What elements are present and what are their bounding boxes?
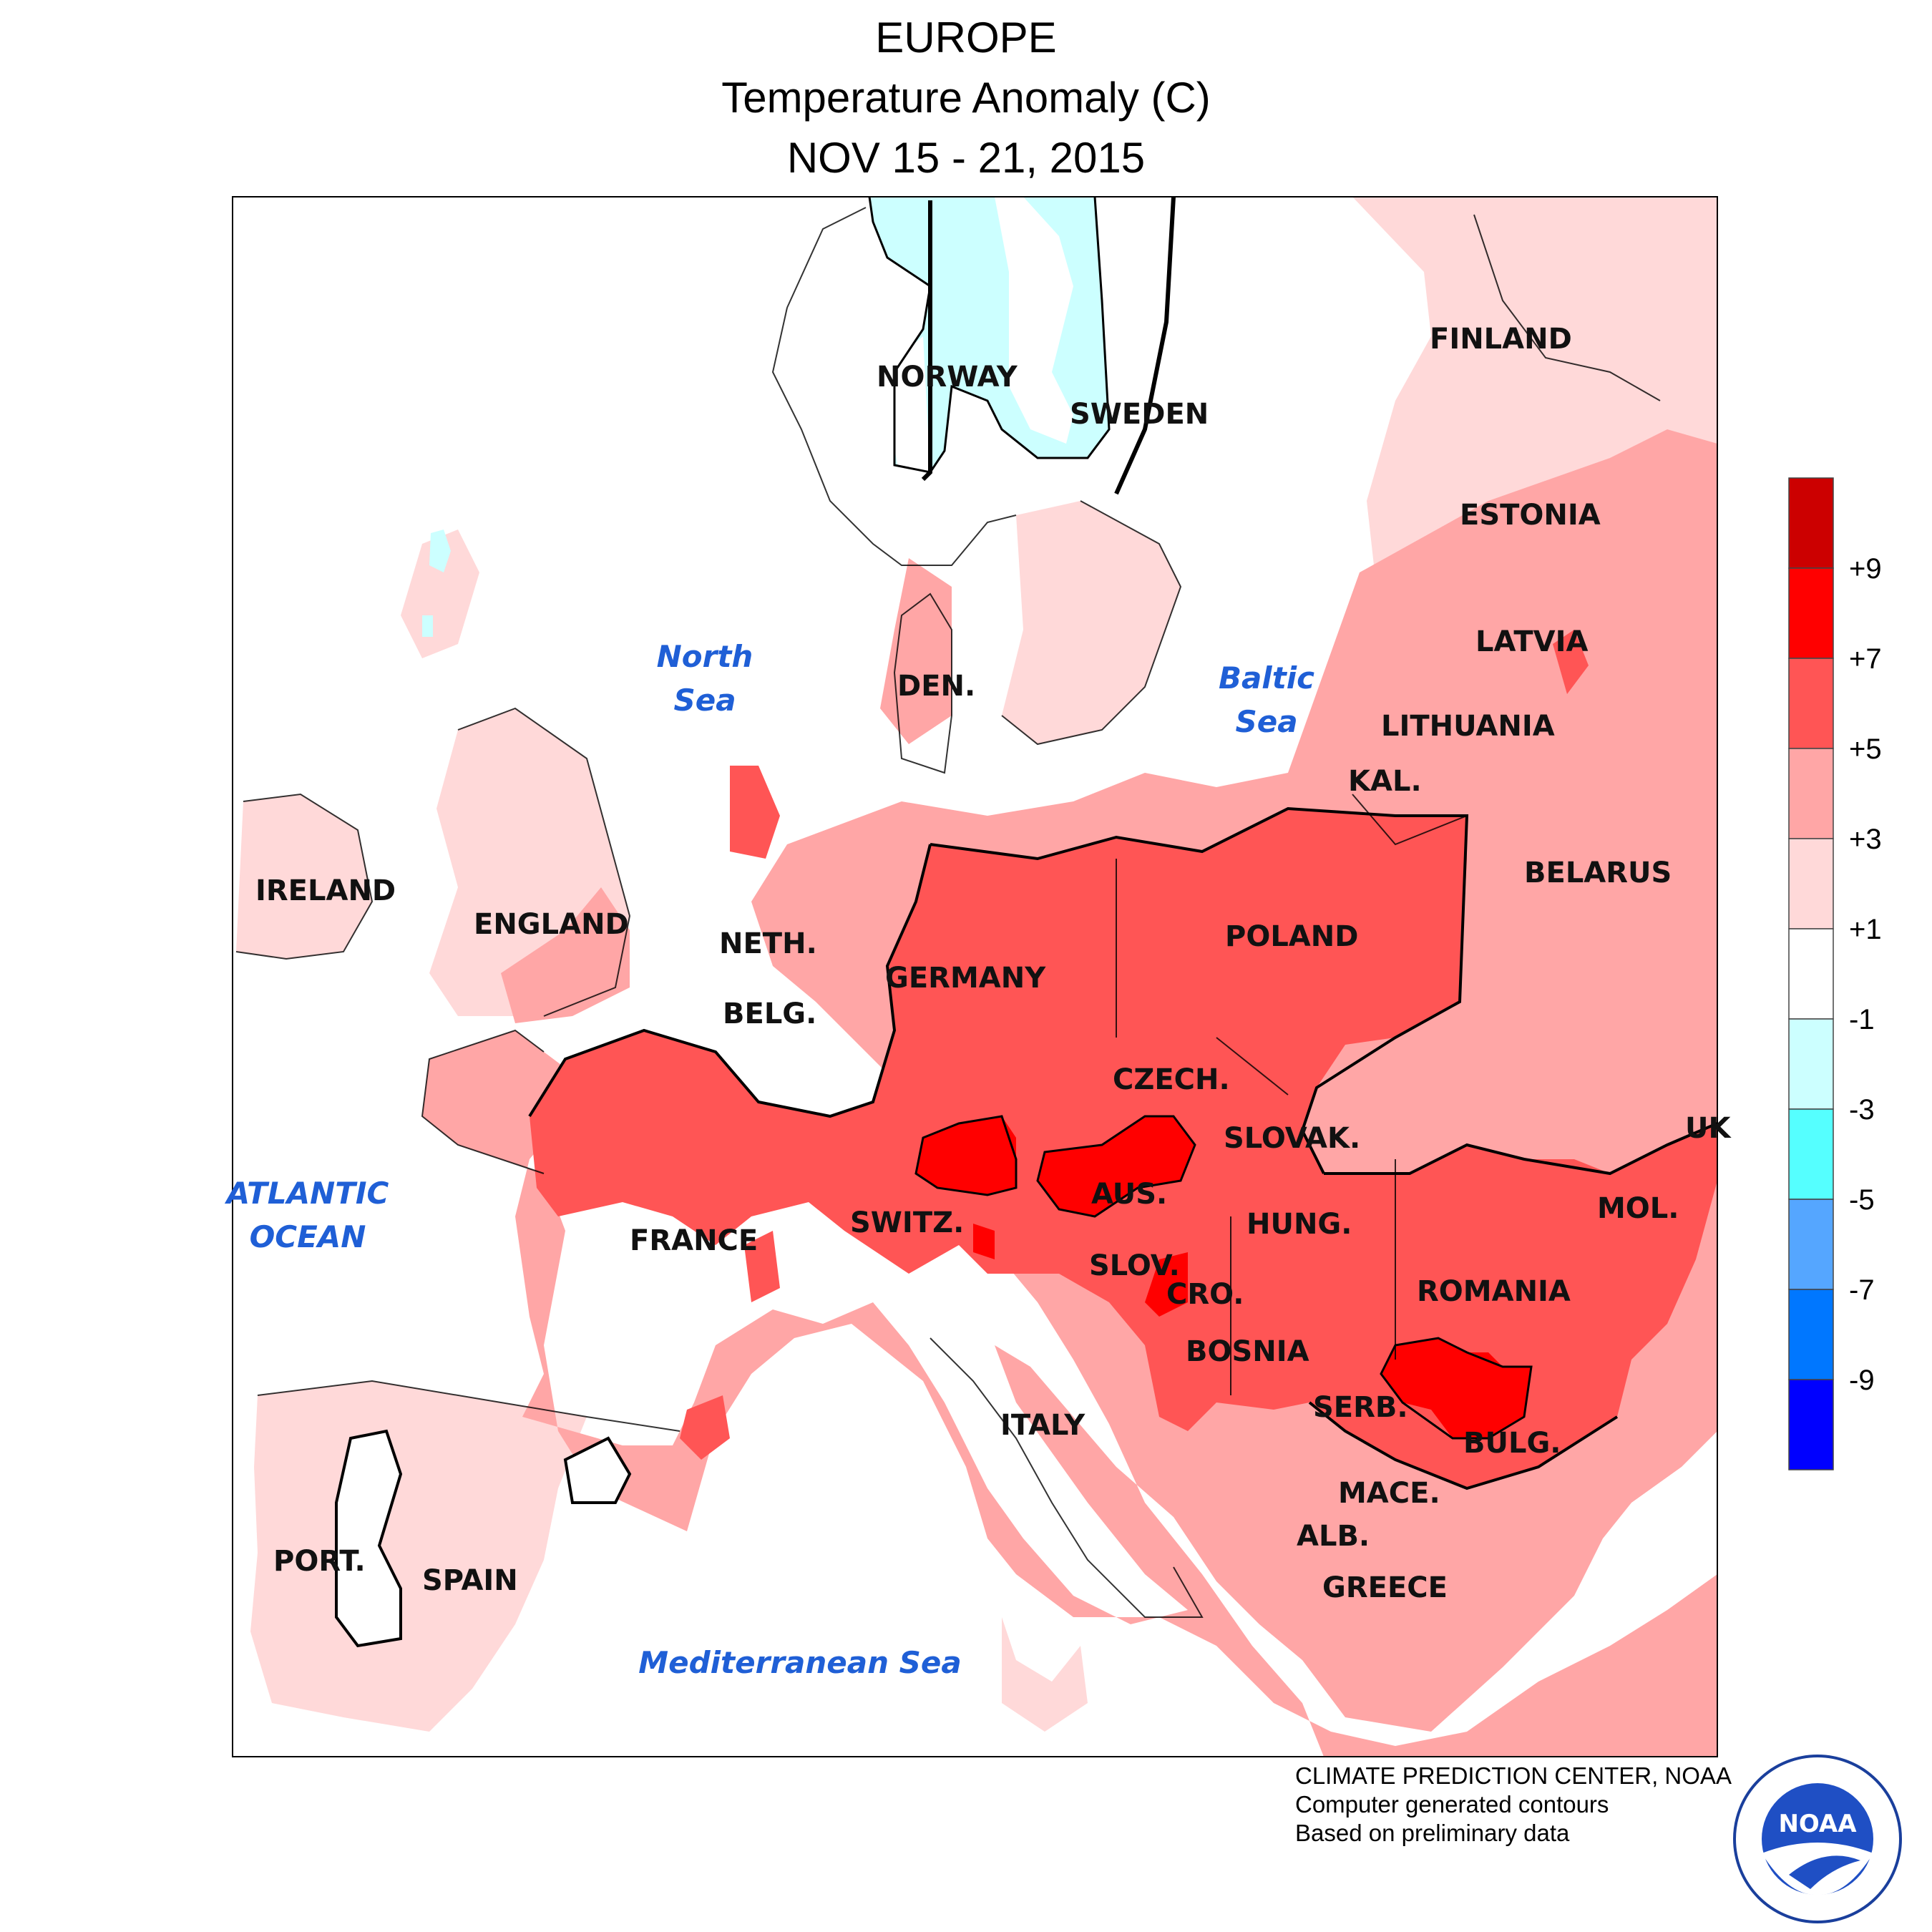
label-baltic-sea-1: Baltic (1219, 660, 1314, 696)
legend-label: -1 (1849, 1004, 1875, 1035)
legend-swatch (1788, 567, 1834, 659)
label-netherlands: NETH. (719, 927, 817, 960)
label-greece: GREECE (1322, 1571, 1448, 1604)
legend-swatch (1788, 838, 1834, 930)
label-kaliningrad: KAL. (1348, 765, 1422, 798)
legend-swatch (1788, 1108, 1834, 1200)
anomaly-band-neutral (336, 336, 930, 1646)
label-poland: POLAND (1225, 920, 1358, 953)
label-lithuania: LITHUANIA (1381, 710, 1555, 743)
country-labels: NORWAY SWEDEN FINLAND ESTONIA LATVIA LIT… (255, 323, 1732, 1604)
label-france: FRANCE (630, 1224, 758, 1257)
map-frame (232, 196, 1718, 1757)
legend-label: -5 (1849, 1184, 1875, 1216)
legend-swatch (1788, 1199, 1834, 1290)
label-spain: SPAIN (422, 1564, 518, 1597)
map-title: EUROPE (875, 14, 1057, 62)
legend-label: +5 (1849, 733, 1882, 765)
label-england: ENGLAND (474, 908, 629, 941)
anomaly-band-neg-1-3 (422, 197, 1109, 637)
map-subtitle: Temperature Anomaly (C) (721, 74, 1211, 122)
credit-line-1: CLIMATE PREDICTION CENTER, NOAA (1295, 1762, 1732, 1789)
label-slovenia: SLOV. (1089, 1249, 1180, 1282)
legend-label: +9 (1849, 553, 1882, 585)
label-ireland: IRELAND (255, 874, 396, 907)
label-portugal: PORT. (273, 1545, 366, 1578)
label-atlantic-1: ATLANTIC (225, 1176, 389, 1211)
legend-colorbar: +9 +7 +5 +3 +1 -1 -3 -5 -7 -9 (1788, 477, 1882, 1470)
label-czech: CZECH. (1113, 1063, 1230, 1096)
label-slovakia: SLOVAK. (1224, 1122, 1360, 1155)
label-estonia: ESTONIA (1460, 499, 1601, 532)
label-baltic-sea-2: Sea (1235, 704, 1297, 739)
label-austria: AUS. (1091, 1178, 1167, 1211)
label-denmark: DEN. (897, 670, 975, 703)
label-croatia: CRO. (1166, 1278, 1244, 1311)
label-moldova: MOL. (1597, 1192, 1679, 1225)
legend-label: +3 (1849, 824, 1882, 855)
label-ukraine: UK (1685, 1112, 1732, 1145)
label-north-sea-1: North (657, 639, 753, 674)
legend-swatch (1788, 928, 1834, 1020)
label-north-sea-2: Sea (673, 683, 736, 718)
label-italy: ITALY (1000, 1409, 1085, 1442)
label-germany: GERMANY (885, 962, 1046, 995)
noaa-logo: NOAA (1733, 1755, 1902, 1923)
coastlines (235, 207, 1661, 1618)
label-mediterranean: Mediterranean Sea (638, 1645, 961, 1680)
label-finland: FINLAND (1430, 323, 1572, 356)
label-latvia: LATVIA (1475, 625, 1588, 658)
sea-labels: North Sea Baltic Sea ATLANTIC OCEAN Medi… (225, 639, 1314, 1680)
legend-label: -9 (1849, 1365, 1875, 1396)
label-serbia: SERB. (1313, 1391, 1408, 1424)
map-layers (235, 197, 1717, 1757)
noaa-logo-wing-icon (1789, 1855, 1860, 1889)
label-albania: ALB. (1297, 1520, 1370, 1553)
noaa-logo-text: NOAA (1778, 1810, 1857, 1838)
label-switzerland: SWITZ. (850, 1206, 964, 1239)
legend-swatch (1788, 1018, 1834, 1110)
label-bosnia: BOSNIA (1186, 1335, 1309, 1368)
map-period: NOV 15 - 21, 2015 (786, 134, 1146, 182)
legend-label: +1 (1849, 914, 1882, 945)
contour-lines (335, 197, 1717, 1648)
legend-swatch (1788, 1289, 1834, 1380)
legend-swatch (1788, 1379, 1834, 1470)
legend-swatch (1788, 477, 1834, 569)
label-belarus: BELARUS (1524, 857, 1672, 889)
legend-label: -7 (1849, 1274, 1875, 1306)
label-romania: ROMANIA (1417, 1275, 1571, 1308)
credit-line-2: Computer generated contours (1295, 1791, 1609, 1818)
legend-swatch (1788, 748, 1834, 839)
label-norway: NORWAY (877, 361, 1018, 394)
label-bulgaria: BULG. (1463, 1427, 1561, 1460)
legend-swatch (1788, 658, 1834, 749)
label-belgium: BELG. (723, 997, 816, 1030)
credit-line-3: Based on preliminary data (1295, 1820, 1570, 1846)
label-sweden: SWEDEN (1070, 398, 1209, 431)
legend-label: +7 (1849, 643, 1882, 675)
label-atlantic-2: OCEAN (250, 1219, 366, 1254)
legend-label: -3 (1849, 1094, 1875, 1126)
label-hungary: HUNG. (1246, 1208, 1352, 1241)
label-macedonia: MACE. (1338, 1477, 1440, 1510)
